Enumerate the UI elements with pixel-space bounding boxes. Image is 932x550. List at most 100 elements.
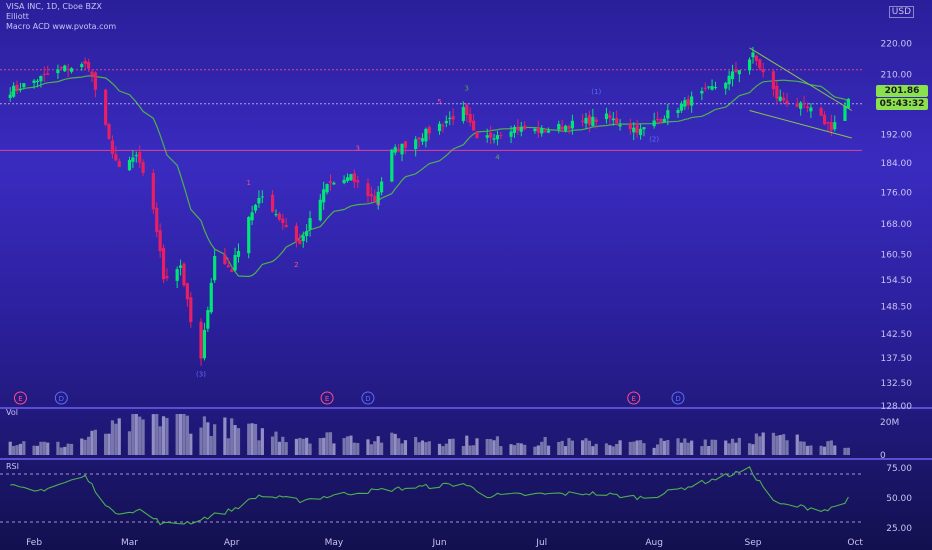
candle <box>202 329 207 359</box>
price-axis-tick: 154.50 <box>881 276 913 286</box>
volume-bar <box>570 440 574 455</box>
candle <box>819 107 823 116</box>
candle <box>608 115 612 119</box>
volume-pane-separator <box>0 407 932 409</box>
candle <box>581 120 585 122</box>
volume-bar <box>471 445 476 455</box>
candle <box>713 87 718 89</box>
candle <box>18 88 23 90</box>
candle <box>185 283 189 300</box>
volume-bar <box>509 444 513 455</box>
candle <box>352 173 356 182</box>
candle <box>587 115 592 125</box>
candle <box>512 126 517 133</box>
volume-bar <box>584 438 588 455</box>
price-axis-tick: 132.50 <box>881 379 913 389</box>
volume-bar <box>46 442 50 455</box>
candle <box>724 82 728 89</box>
volume-bar <box>683 438 687 455</box>
candle <box>151 172 155 210</box>
candle <box>80 64 84 68</box>
candle <box>281 218 285 224</box>
volume-bar <box>751 444 755 455</box>
volume-bar <box>93 429 97 455</box>
symbol-title: VISA INC, 1D, Cboe BZX <box>6 2 102 11</box>
volume-bar <box>724 440 728 455</box>
candle <box>489 132 493 138</box>
candle <box>199 321 203 359</box>
price-axis-tick: 148.50 <box>881 303 913 313</box>
volume-bar <box>32 445 36 455</box>
volume-bar <box>679 442 684 455</box>
candle <box>46 73 50 75</box>
candle <box>758 59 762 69</box>
candle <box>655 118 660 121</box>
x-axis-month-label: Mar <box>121 538 138 548</box>
volume-bar <box>833 445 837 455</box>
candle <box>301 235 305 242</box>
candle <box>441 125 445 127</box>
volume-bar <box>604 443 609 455</box>
volume-bar <box>730 438 735 455</box>
volume-bar <box>110 420 115 455</box>
volume-bar <box>662 440 666 455</box>
candle <box>209 282 213 313</box>
volume-bar <box>799 441 803 455</box>
candles-group <box>8 46 850 366</box>
volume-bar <box>260 428 264 455</box>
volume-bar <box>618 440 622 455</box>
volume-bar <box>519 443 523 455</box>
rsi-pane-label: RSI <box>6 462 19 471</box>
volume-bar <box>107 433 111 455</box>
volume-bar <box>141 419 145 455</box>
wave-label: 3 <box>465 85 469 93</box>
rsi-axis-tick: 50.00 <box>886 494 912 504</box>
volume-bar <box>437 443 442 455</box>
candle <box>206 310 210 329</box>
volume-bar <box>567 438 571 455</box>
volume-bar <box>417 442 421 455</box>
volume-bar <box>247 423 251 455</box>
event-marker-label: E <box>18 395 22 403</box>
volume-bar <box>274 431 278 455</box>
candle <box>703 87 707 89</box>
volume-bar <box>233 425 237 455</box>
candle <box>400 143 404 155</box>
volume-bar <box>199 427 203 455</box>
volume-bar <box>758 436 762 455</box>
volume-bar <box>782 434 786 455</box>
volume-bar <box>707 446 711 455</box>
volume-bar <box>846 447 850 455</box>
candle <box>250 212 254 221</box>
volume-bar <box>659 438 663 455</box>
volume-bar <box>325 432 329 455</box>
volume-bar <box>35 445 40 455</box>
volume-bar <box>829 440 833 455</box>
candle <box>638 128 643 136</box>
candle <box>826 122 830 124</box>
volume-bar <box>328 432 333 455</box>
candle <box>63 65 67 72</box>
candle <box>247 217 251 254</box>
candle <box>778 96 782 101</box>
candle <box>134 155 138 157</box>
volume-bar <box>734 442 738 455</box>
volume-bar <box>318 438 322 455</box>
volume-bar <box>83 439 87 455</box>
last-price-tag: 201.86 <box>876 85 928 97</box>
candle <box>417 137 421 140</box>
candle <box>805 106 810 109</box>
candle <box>390 149 394 182</box>
volume-bar <box>366 439 370 455</box>
volume-bar <box>485 438 489 455</box>
candle <box>141 162 145 173</box>
candle <box>557 123 561 130</box>
candle <box>178 265 183 268</box>
volume-bar <box>127 431 132 455</box>
candle <box>594 119 598 122</box>
candle <box>127 160 132 171</box>
volume-bar <box>104 433 108 455</box>
candle <box>468 113 472 123</box>
